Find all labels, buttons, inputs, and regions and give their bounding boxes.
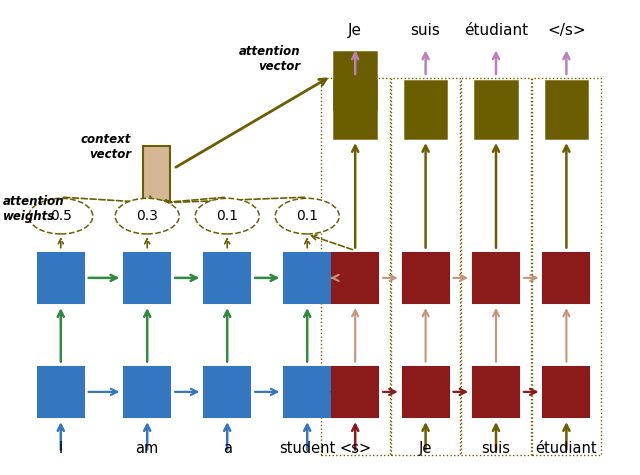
Bar: [332, 367, 378, 417]
Text: Je: Je: [348, 23, 362, 38]
Bar: [124, 253, 170, 303]
Text: 0.3: 0.3: [136, 209, 158, 223]
Text: 0.1: 0.1: [296, 209, 318, 223]
Bar: [284, 367, 330, 417]
Text: </s>: </s>: [547, 23, 586, 38]
Bar: [473, 253, 519, 303]
Bar: [476, 81, 517, 138]
Bar: [284, 253, 330, 303]
Text: student: student: [279, 441, 335, 456]
Bar: [335, 52, 376, 109]
Bar: [543, 253, 589, 303]
Bar: [204, 253, 250, 303]
Text: context
vector: context vector: [81, 133, 131, 161]
Text: a: a: [223, 441, 232, 456]
Bar: [38, 253, 84, 303]
Ellipse shape: [115, 199, 179, 234]
Ellipse shape: [195, 199, 259, 234]
Bar: [473, 367, 519, 417]
Text: attention
weights: attention weights: [3, 195, 65, 223]
Text: am: am: [136, 441, 159, 456]
Text: 0.1: 0.1: [216, 209, 238, 223]
Text: <s>: <s>: [339, 441, 371, 456]
Bar: [543, 367, 589, 417]
Text: attention
vector: attention vector: [239, 46, 301, 73]
Bar: [403, 367, 449, 417]
Bar: [143, 146, 170, 200]
Bar: [532, 78, 601, 455]
Text: suis: suis: [411, 23, 440, 38]
Bar: [321, 78, 390, 455]
Text: étudiant: étudiant: [536, 441, 597, 456]
Bar: [332, 253, 378, 303]
Bar: [204, 367, 250, 417]
Text: suis: suis: [481, 441, 511, 456]
Bar: [405, 81, 447, 138]
Text: étudiant: étudiant: [464, 23, 528, 38]
Bar: [38, 367, 84, 417]
Ellipse shape: [275, 199, 339, 234]
Bar: [391, 78, 460, 455]
Bar: [545, 81, 588, 138]
Bar: [124, 367, 170, 417]
Ellipse shape: [29, 199, 93, 234]
Text: Je: Je: [419, 441, 432, 456]
Text: I: I: [59, 441, 63, 456]
Bar: [461, 78, 531, 455]
Bar: [335, 81, 376, 138]
Text: 0.5: 0.5: [50, 209, 72, 223]
Bar: [403, 253, 449, 303]
